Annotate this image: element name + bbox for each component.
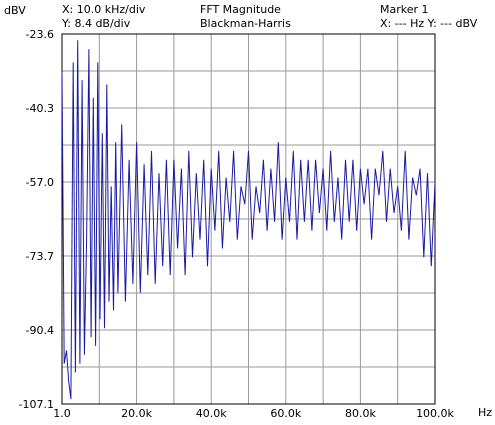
y-tick-label: -90.4 (25, 324, 54, 337)
y-tick-label: -40.3 (25, 102, 54, 115)
y-tick-label: -23.6 (25, 28, 54, 41)
chart-title: FFT Magnitude (200, 3, 281, 16)
marker-readout: X: --- Hz Y: --- dBV (380, 17, 478, 30)
y-tick-label: -107.1 (18, 398, 54, 411)
y-scale-readout: Y: 8.4 dB/div (62, 17, 131, 30)
x-tick-label: 40.0k (195, 407, 227, 420)
x-tick-label: 80.0k (344, 407, 376, 420)
x-tick-label: 100.0k (416, 407, 454, 420)
x-tick-label: 20.0k (121, 407, 153, 420)
marker-title: Marker 1 (380, 3, 429, 16)
plot-border (61, 33, 436, 405)
x-unit-label: Hz (478, 406, 493, 419)
y-tick-label: -73.7 (25, 250, 54, 263)
y-unit-label: dBV (4, 4, 26, 17)
y-tick-label: -57.0 (25, 176, 54, 189)
x-tick-label: 1.0 (53, 407, 71, 420)
x-tick-label: 60.0k (270, 407, 302, 420)
window-type: Blackman-Harris (200, 17, 291, 30)
spectrum-trace (61, 40, 436, 400)
x-scale-readout: X: 10.0 kHz/div (62, 3, 146, 16)
